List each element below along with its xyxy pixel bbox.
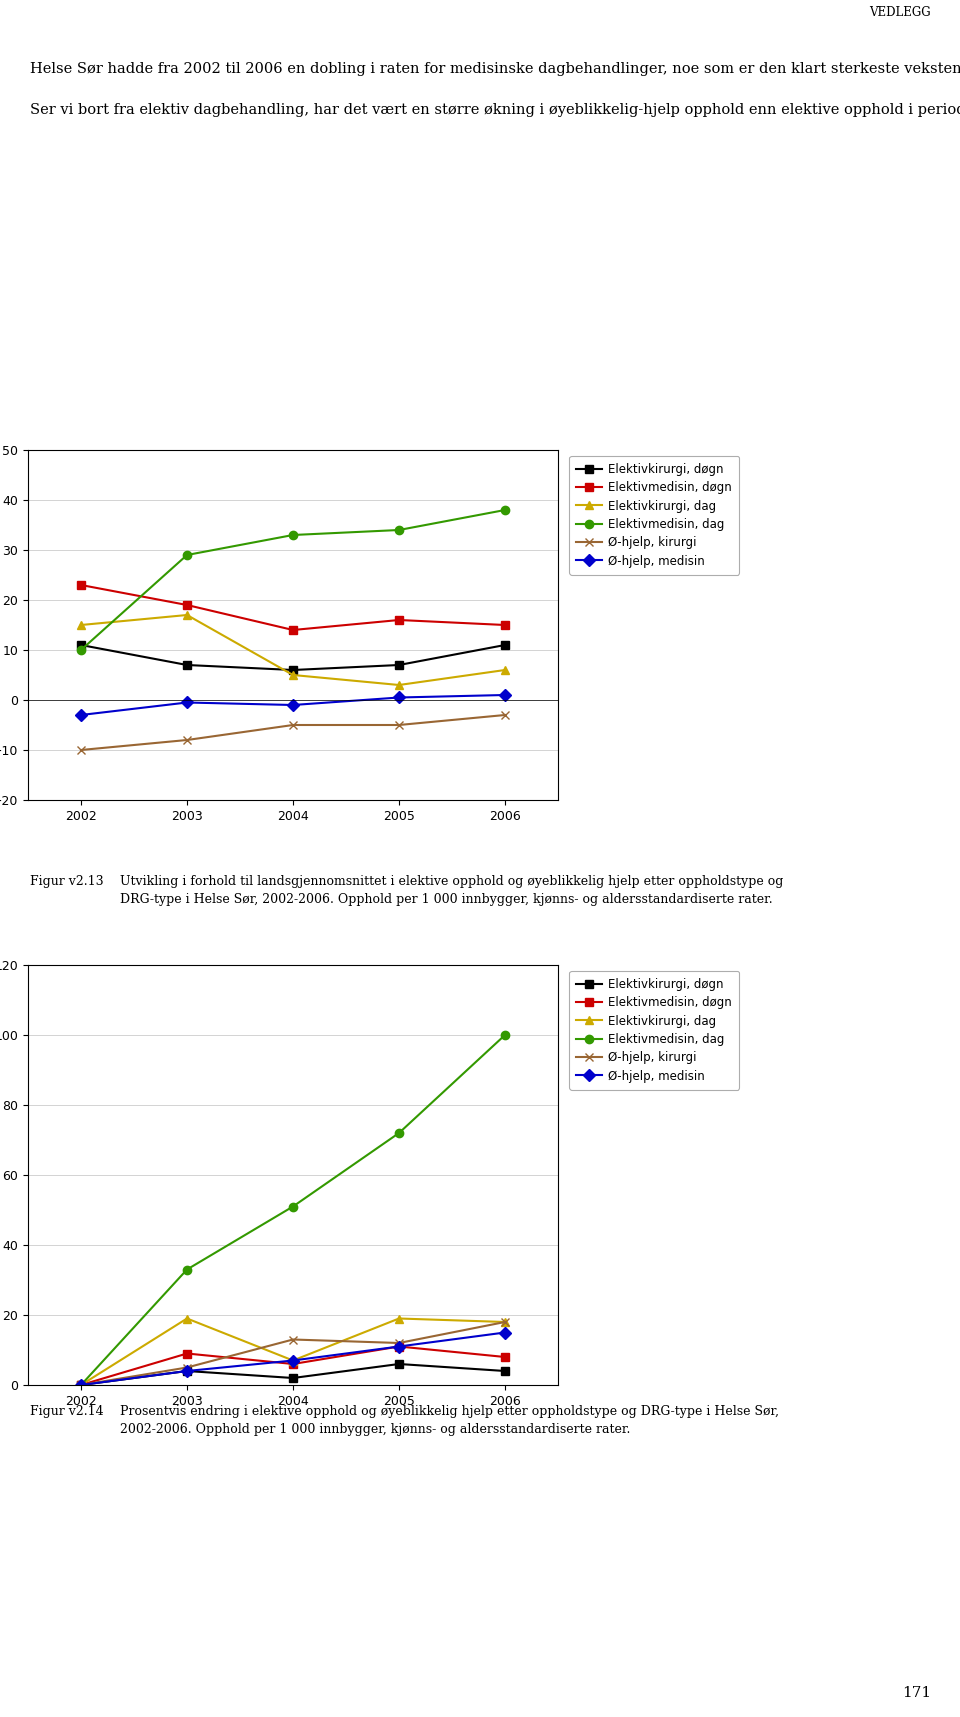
Legend: Elektivkirurgi, døgn, Elektivmedisin, døgn, Elektivkirurgi, dag, Elektivmedisin,: Elektivkirurgi, døgn, Elektivmedisin, dø… bbox=[569, 457, 739, 575]
Text: Prosentvis endring i elektive opphold og øyeblikkelig hjelp etter oppholdstype o: Prosentvis endring i elektive opphold og… bbox=[120, 1405, 779, 1435]
Text: Helse Sør hadde fra 2002 til 2006 en dobling i raten for medisinske dagbehandlin: Helse Sør hadde fra 2002 til 2006 en dob… bbox=[30, 60, 960, 117]
Text: 171: 171 bbox=[902, 1686, 931, 1700]
Text: Utvikling i forhold til landsgjennomsnittet i elektive opphold og øyeblikkelig h: Utvikling i forhold til landsgjennomsnit… bbox=[120, 876, 783, 905]
Text: Figur v2.14: Figur v2.14 bbox=[30, 1405, 104, 1418]
Text: VEDLEGG: VEDLEGG bbox=[870, 5, 931, 19]
Text: Figur v2.13: Figur v2.13 bbox=[30, 876, 104, 888]
Legend: Elektivkirurgi, døgn, Elektivmedisin, døgn, Elektivkirurgi, dag, Elektivmedisin,: Elektivkirurgi, døgn, Elektivmedisin, dø… bbox=[569, 970, 739, 1090]
